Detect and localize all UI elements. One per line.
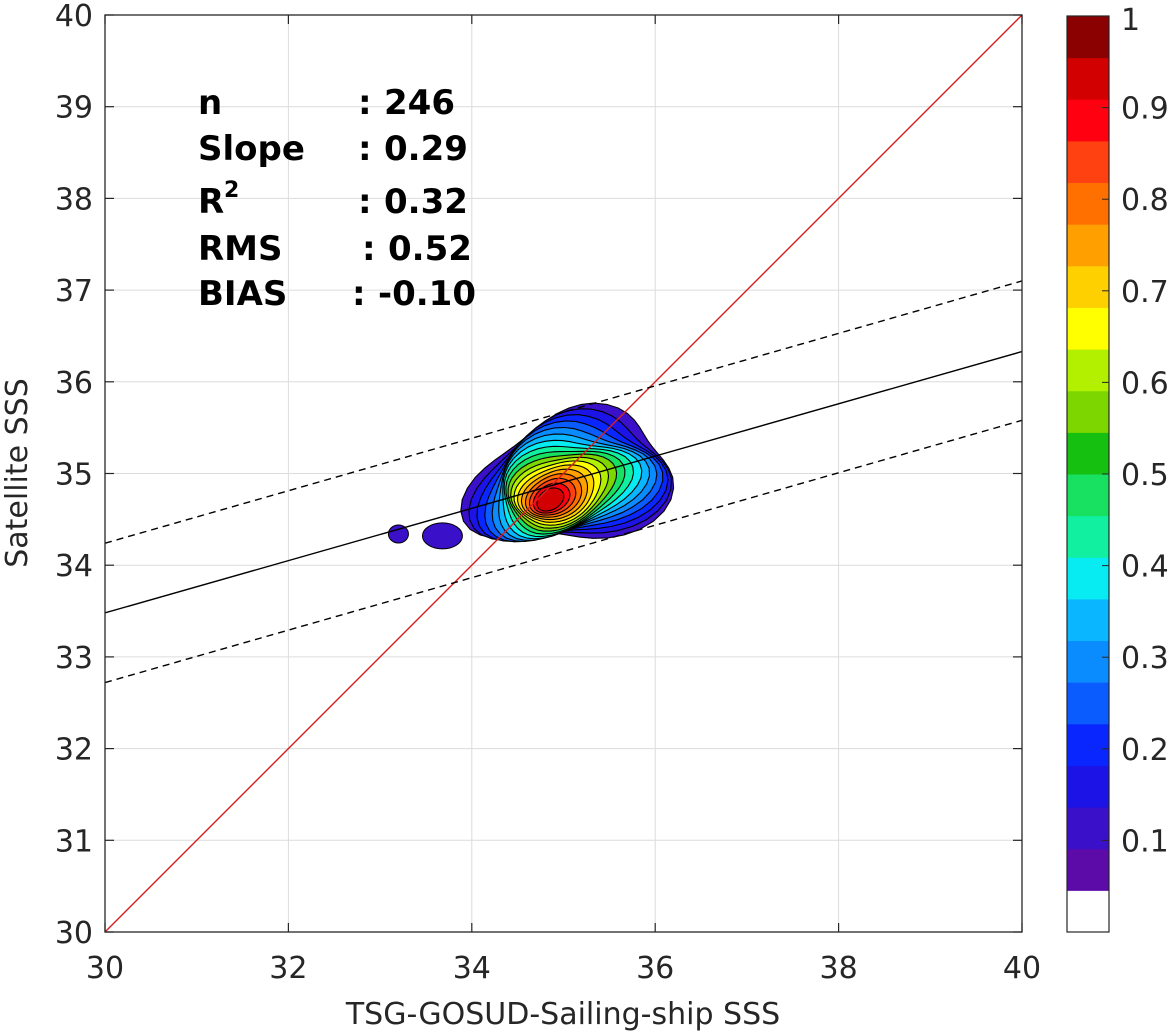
- colorbar-segment: [1067, 140, 1109, 184]
- colorbar-segment: [1067, 515, 1109, 558]
- stat-value: 0.32: [384, 182, 468, 222]
- colorbar-segment: [1067, 349, 1109, 392]
- y-axis-label: Satellite SSS: [0, 378, 35, 568]
- stat-separator: :: [358, 83, 372, 123]
- stat-key: n: [198, 83, 222, 123]
- x-tick-label: 34: [453, 951, 491, 986]
- y-tick-label: 38: [55, 182, 93, 217]
- colorbar-tick-label: 1: [1121, 3, 1140, 38]
- stat-key: R: [198, 182, 224, 222]
- density-blob: [421, 522, 463, 550]
- colorbar-segment: [1067, 640, 1109, 683]
- y-tick-label: 39: [55, 91, 93, 126]
- line-identity: [105, 15, 1022, 932]
- stat-value: 0.52: [388, 229, 472, 269]
- colorbar-tick-label: 0.7: [1121, 275, 1169, 310]
- colorbar-segment: [1067, 182, 1109, 225]
- stat-value: 246: [384, 83, 455, 123]
- x-axis-ticks: 30 32 34 36 38 40: [86, 15, 1041, 986]
- y-tick-label: 36: [55, 366, 93, 401]
- y-axis-ticks: 30 31 32 33 34 35 36 37 38 39 40: [55, 0, 1022, 951]
- colorbar-tick-label: 0.8: [1121, 183, 1169, 218]
- x-tick-label: 36: [636, 951, 674, 986]
- colorbar-segment: [1067, 682, 1109, 725]
- y-tick-label: 31: [55, 824, 93, 859]
- colorbar-segment: [1067, 474, 1109, 517]
- x-tick-label: 40: [1003, 951, 1041, 986]
- colorbar-segment: [1067, 765, 1109, 808]
- y-tick-label: 33: [55, 641, 93, 676]
- colorbar-tick-label: 0.3: [1121, 641, 1169, 676]
- y-tick-label: 37: [55, 274, 93, 309]
- stat-key-superscript: 2: [224, 178, 239, 203]
- x-tick-label: 30: [86, 951, 124, 986]
- colorbar-segment: [1067, 265, 1109, 308]
- regression-lines: [105, 15, 1022, 932]
- colorbar-segment: [1067, 890, 1109, 933]
- y-tick-label: 30: [55, 916, 93, 951]
- colorbar-segment: [1067, 16, 1109, 59]
- colorbar-segment: [1067, 848, 1109, 891]
- colorbar-tick-label: 0.9: [1121, 92, 1169, 127]
- y-tick-label: 34: [55, 549, 93, 584]
- colorbar-segment: [1067, 557, 1109, 600]
- stat-key: RMS: [198, 229, 283, 269]
- colorbar-segment: [1067, 224, 1109, 267]
- stat-separator: :: [358, 129, 372, 169]
- stat-value: 0.29: [384, 129, 468, 169]
- colorbar-segment: [1067, 598, 1109, 642]
- colorbar-segment: [1067, 432, 1109, 475]
- stat-key: BIAS: [198, 274, 287, 314]
- colorbar-segment: [1067, 57, 1109, 100]
- x-axis-label: TSG-GOSUD-Sailing-ship SSS: [345, 997, 780, 1032]
- x-tick-label: 38: [820, 951, 858, 986]
- colorbar-tick-label: 0.6: [1121, 366, 1169, 401]
- colorbar-segment: [1067, 390, 1109, 433]
- stat-separator: :: [352, 274, 366, 314]
- y-tick-label: 40: [55, 0, 93, 34]
- stat-separator: :: [358, 182, 372, 222]
- stat-value: -0.10: [378, 274, 476, 314]
- line-fit-lower: [105, 419, 1022, 684]
- colorbar-segment: [1067, 99, 1109, 142]
- colorbar-tick-label: 0.2: [1121, 733, 1169, 768]
- stat-separator: :: [362, 229, 376, 269]
- x-tick-label: 32: [269, 951, 307, 986]
- line-fit-upper: [105, 280, 1022, 544]
- y-tick-label: 35: [55, 458, 93, 493]
- density-blob: [387, 524, 409, 544]
- colorbar-segment: [1067, 807, 1109, 850]
- stat-key: Slope: [198, 129, 305, 169]
- colorbar-segment: [1067, 723, 1109, 766]
- colorbar: 0.1 0.2 0.3 0.4 0.5 0.6 0.7 0.8 0.9 1: [1066, 3, 1169, 933]
- colorbar-tick-label: 0.5: [1121, 458, 1169, 493]
- colorbar-tick-label: 0.4: [1121, 550, 1169, 585]
- colorbar-tick-label: 0.1: [1121, 824, 1169, 859]
- colorbar-segment: [1067, 307, 1109, 350]
- line-fit: [105, 350, 1022, 614]
- y-tick-label: 32: [55, 733, 93, 768]
